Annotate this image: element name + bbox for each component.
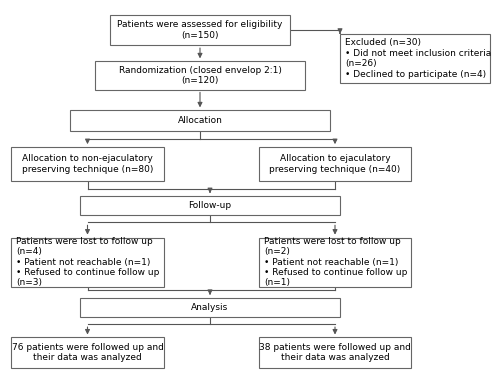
Text: Allocation: Allocation [178,116,222,125]
Text: Randomization (closed envelop 2:1)
(n=120): Randomization (closed envelop 2:1) (n=12… [118,66,282,85]
FancyBboxPatch shape [259,147,411,181]
Text: Analysis: Analysis [192,303,228,312]
Text: Patients were lost to follow up
(n=4)
• Patient not reachable (n=1)
• Refused to: Patients were lost to follow up (n=4) • … [16,237,160,287]
Text: Allocation to ejaculatory
preserving technique (n=40): Allocation to ejaculatory preserving tec… [270,154,400,174]
FancyBboxPatch shape [110,15,290,45]
Text: Excluded (n=30)
• Did not meet inclusion criteria
(n=26)
• Declined to participa: Excluded (n=30) • Did not meet inclusion… [345,38,491,78]
FancyBboxPatch shape [11,147,164,181]
Text: Patients were assessed for eligibility
(n=150): Patients were assessed for eligibility (… [118,20,282,40]
Text: Allocation to non-ejaculatory
preserving technique (n=80): Allocation to non-ejaculatory preserving… [22,154,153,174]
FancyBboxPatch shape [259,238,411,287]
FancyBboxPatch shape [11,238,164,287]
FancyBboxPatch shape [80,196,340,215]
FancyBboxPatch shape [340,34,490,83]
FancyBboxPatch shape [70,110,330,131]
Text: 38 patients were followed up and
their data was analyzed: 38 patients were followed up and their d… [259,343,411,362]
Text: Follow-up: Follow-up [188,201,232,210]
FancyBboxPatch shape [11,337,164,368]
FancyBboxPatch shape [259,337,411,368]
Text: Patients were lost to follow up
(n=2)
• Patient not reachable (n=1)
• Refused to: Patients were lost to follow up (n=2) • … [264,237,407,287]
FancyBboxPatch shape [80,298,340,317]
Text: 76 patients were followed up and
their data was analyzed: 76 patients were followed up and their d… [12,343,164,362]
FancyBboxPatch shape [95,61,305,89]
